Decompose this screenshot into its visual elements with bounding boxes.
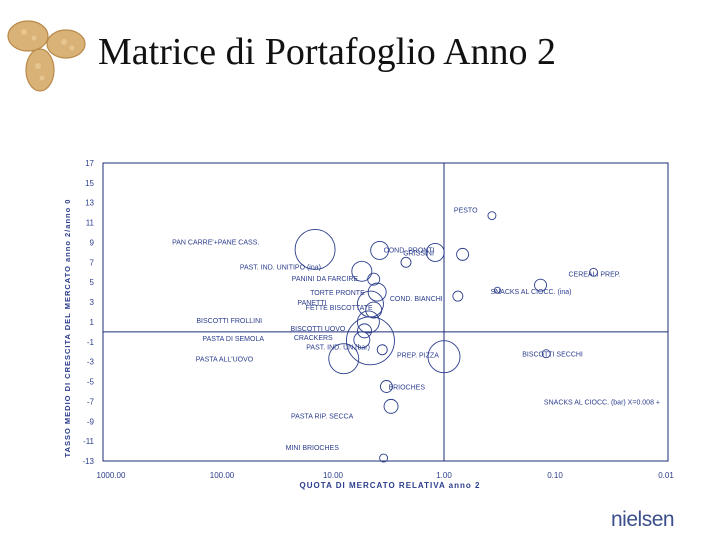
bubble [487,211,497,221]
point-label: CEREALI PREP. [568,271,620,278]
point-label: COND. PRONTI [384,247,435,254]
point-label: MINI BRIOCHES [286,445,340,452]
point-label: PAST. IND. UNITIPO (ina) [240,264,321,271]
brand-logo: nielsen [611,508,675,531]
point-label: PANINI DA FARCIRE [292,276,359,283]
bubble [294,228,336,270]
y-tick-label: 13 [85,199,94,208]
x-tick-label: 1000.00 [97,471,126,480]
y-tick-label: 11 [86,219,95,228]
x-tick-label: 10.00 [323,471,344,480]
page-title: Matrice di Portafoglio Anno 2 [98,31,557,73]
y-tick-label: 9 [90,238,95,247]
point-label: PAN CARRE'+PANE CASS. [172,239,259,246]
y-tick-label: -5 [87,378,95,387]
point-label: FETTE BISCOTTATE [306,305,373,312]
point-label: PASTA ALL'UOVO [196,357,254,364]
data-labels: PESTO PAN CARRE'+PANE CASS. COND. PRONTIGR… [172,208,660,452]
bubble [353,331,371,349]
y-tick-label: 15 [85,179,94,188]
bubble [370,240,390,260]
y-axis-label: TASSO MEDIO DI CRESCITA DEL MERCATO anno… [63,199,72,458]
bubble [367,282,387,302]
bubble [328,343,360,375]
bubble [357,323,372,339]
point-label: TORTE PRONTE [310,290,365,297]
point-label: CRACKERS [294,335,333,342]
point-label: SNACKS AL CIOCC. (bar) X=0.008 + [544,399,660,406]
y-tick-label: 3 [90,298,95,307]
bubble [345,316,395,366]
plot-frame [102,162,669,462]
bubble [351,260,373,282]
x-tick-labels: 1000.00 100.00 10.00 1.00 0.10 0.01 [97,471,675,480]
y-tick-label: -3 [87,358,95,367]
point-label: PESTO [454,208,478,215]
bubble [365,301,383,319]
bubble [427,340,461,374]
bubble [367,272,381,286]
bubble [383,398,399,414]
point-label: COND. BIANCHI [390,296,443,303]
point-label: BISCOTTI SECCHI [522,352,583,359]
bubble [493,286,501,294]
y-tick-label: -1 [87,338,95,347]
y-tick-label: -7 [87,397,95,406]
data-marks [294,211,598,463]
x-axis-label: QUOTA DI MERCATO RELATIVA anno 2 [300,481,481,490]
point-label: BISCOTTI FROLLINI [196,318,262,325]
bubble [425,242,445,262]
point-label: GRISSINI [403,250,434,257]
point-label: PANETTI [297,300,326,307]
x-tick-label: 1.00 [436,471,452,480]
point-label: PAST. IND. UN.(bar) [306,345,370,352]
y-tick-label: 1 [90,318,95,327]
y-tick-label: -13 [82,457,94,466]
point-label: BISCOTTI UOVO [291,326,346,333]
point-label: PREP. PIZZA [397,353,439,360]
bubble [534,278,547,292]
bubble [541,349,551,359]
y-tick-labels: 17 15 13 11 9 7 5 3 1 -1 -3 -5 -7 -9 -11 -13 [82,159,94,466]
bubble [400,256,412,268]
logo [7,20,86,92]
point-label: SNACKS AL CIOCC. (ina) [490,289,571,296]
y-tick-label: 5 [90,278,95,287]
y-tick-label: 17 [85,159,94,168]
x-tick-label: 0.10 [547,471,563,480]
y-tick-label: -11 [83,437,95,446]
bubble [379,453,389,463]
x-tick-label: 100.00 [210,471,235,480]
bubble [379,380,393,393]
y-tick-label: -9 [87,417,95,426]
point-label: BRIOCHES [388,385,425,392]
bubble [456,247,470,261]
bubble [356,310,380,334]
x-tick-label: 0.01 [658,471,674,480]
bubble [376,344,388,356]
bubble [452,290,464,302]
y-tick-label: 7 [90,258,95,267]
bubble [589,267,598,277]
point-label: PASTA DI SEMOLA [202,336,264,343]
point-label: PASTA RIP. SECCA [291,413,354,420]
